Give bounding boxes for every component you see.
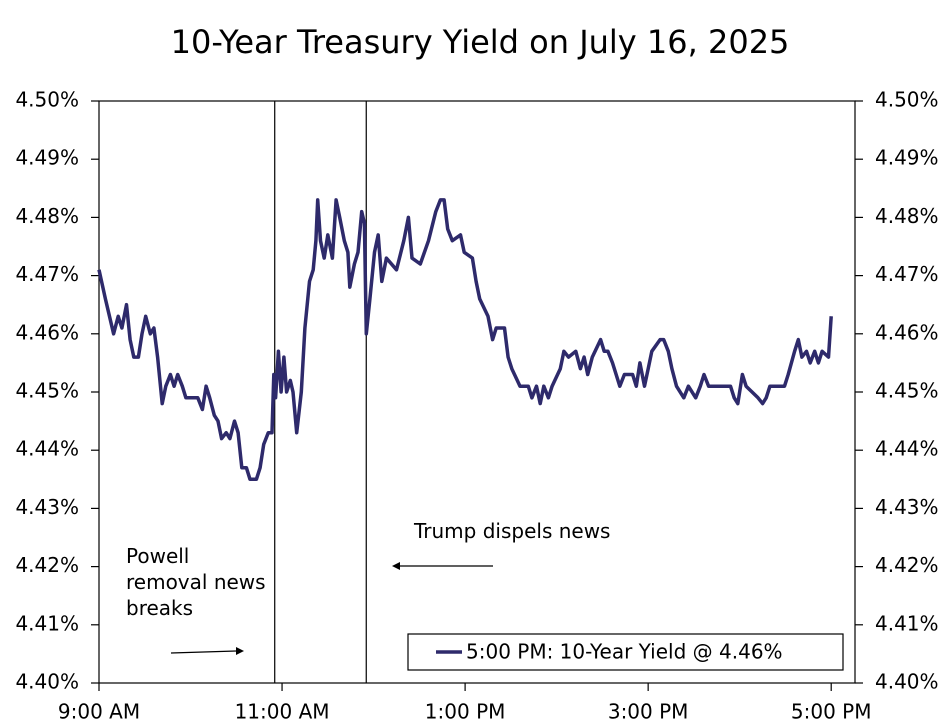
y-tick-label: 4.41% <box>15 611 79 635</box>
y-tick-label: 4.45% <box>15 379 79 403</box>
y-tick-label: 4.49% <box>15 146 79 170</box>
x-tick-label: 1:00 PM <box>425 700 506 724</box>
y-tick-label: 4.47% <box>15 262 79 286</box>
x-tick-label: 3:00 PM <box>608 700 689 724</box>
legend-label: 5:00 PM: 10-Year Yield @ 4.46% <box>466 640 783 664</box>
y2-tick-label: 4.45% <box>875 379 939 403</box>
arrow-head <box>392 562 400 570</box>
y2-tick-label: 4.47% <box>875 262 939 286</box>
y2-tick-label: 4.50% <box>875 88 939 112</box>
x-tick-label: 5:00 PM <box>791 700 872 724</box>
y-tick-label: 4.42% <box>15 553 79 577</box>
y2-tick-label: 4.46% <box>875 320 939 344</box>
y-tick-label: 4.48% <box>15 204 79 228</box>
y2-tick-label: 4.40% <box>875 670 939 694</box>
legend-box <box>407 633 844 671</box>
annotation: Trump dispels news <box>414 519 611 543</box>
y2-tick-label: 4.42% <box>875 553 939 577</box>
arrow-head <box>236 647 244 655</box>
y-tick-label: 4.50% <box>15 88 79 112</box>
chart-title: 10-Year Treasury Yield on July 16, 2025 <box>171 23 790 61</box>
y2-tick-label: 4.41% <box>875 611 939 635</box>
y2-tick-label: 4.43% <box>875 495 939 519</box>
y2-tick-label: 4.48% <box>875 204 939 228</box>
y-tick-label: 4.43% <box>15 495 79 519</box>
y-tick-label: 4.44% <box>15 437 79 461</box>
y2-tick-label: 4.44% <box>875 437 939 461</box>
series-line <box>97 198 833 482</box>
y-tick-label: 4.40% <box>15 670 79 694</box>
y-tick-label: 4.46% <box>15 320 79 344</box>
x-tick-label: 9:00 AM <box>58 700 140 724</box>
arrow-shaft <box>170 650 237 654</box>
y2-tick-label: 4.49% <box>875 146 939 170</box>
x-tick-label: 11:00 AM <box>235 700 330 724</box>
annotation: Powell removal news breaks <box>126 544 266 620</box>
